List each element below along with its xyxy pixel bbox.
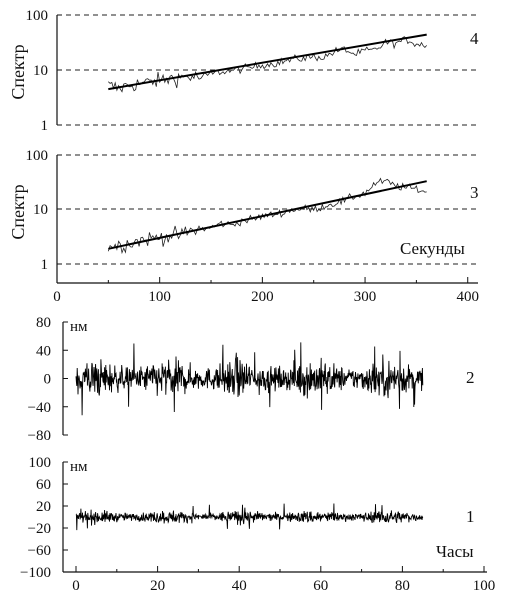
x-tick-group: 0 20 40 60 80 100 xyxy=(72,566,495,594)
xtick-label: 100 xyxy=(473,578,496,594)
ytick-label: 80 xyxy=(36,315,51,331)
xtick-label: 80 xyxy=(395,578,410,594)
xtick-label: 300 xyxy=(354,289,377,305)
panel-label: 3 xyxy=(470,183,479,202)
y-tick-group: 80 40 0 −40 −80 xyxy=(28,315,68,444)
xtick-label: 400 xyxy=(456,289,479,305)
xtick-label: 60 xyxy=(313,578,328,594)
xtick-label: 20 xyxy=(150,578,165,594)
series-line-noise xyxy=(75,503,424,531)
xtick-label: 40 xyxy=(232,578,247,594)
ytick-label: −80 xyxy=(28,428,51,444)
series-line-fit xyxy=(108,180,427,250)
ytick-label: 100 xyxy=(26,148,49,164)
ytick-label: 10 xyxy=(33,202,48,218)
xtick-label: 100 xyxy=(148,289,171,305)
panel-2: 80 40 0 −40 −80 нм 2 xyxy=(28,315,475,444)
unit-label: нм xyxy=(70,459,88,475)
ytick-label: −40 xyxy=(28,400,51,416)
series-line-noisy xyxy=(108,36,427,93)
panel-label: 1 xyxy=(466,507,475,526)
series-line-fit xyxy=(108,33,427,91)
series-group xyxy=(75,503,424,531)
ytick-label: 10 xyxy=(33,63,48,79)
ytick-label: 1 xyxy=(41,257,49,273)
ytick-label: −20 xyxy=(28,521,51,537)
panel-3: 100 10 1 Спектр 3 Секунды 0 100 200 300 400 xyxy=(8,148,479,305)
panel-label: 2 xyxy=(466,368,475,387)
ytick-label: 0 xyxy=(44,372,52,388)
series-group xyxy=(107,177,427,255)
ytick-label: 100 xyxy=(29,455,52,471)
series-group xyxy=(75,342,424,416)
xtick-label: 200 xyxy=(251,289,274,305)
y-axis-label: Спектр xyxy=(8,44,28,99)
ytick-label: 1 xyxy=(41,118,49,134)
ytick-label: 20 xyxy=(36,499,51,515)
unit-label: нм xyxy=(70,319,88,335)
xtick-label: 0 xyxy=(53,289,61,305)
x-axis-label: Часы xyxy=(436,542,474,561)
xtick-label: 0 xyxy=(72,578,80,594)
ytick-label: −100 xyxy=(20,565,51,581)
y-axis-label: Спектр xyxy=(8,184,28,239)
panel-1: 100 60 20 −20 −60 −100 нм 1 Часы 0 20 40 60 80 100 xyxy=(20,455,495,594)
y-tick-group: 100 60 20 −20 −60 −100 xyxy=(20,455,68,581)
series-line-noise xyxy=(75,342,424,416)
series-group xyxy=(108,33,427,93)
panel-label: 4 xyxy=(470,29,479,48)
x-axis-label: Секунды xyxy=(400,239,465,258)
x-tick-group: 0 100 200 300 400 xyxy=(53,277,479,305)
series-line-noisy xyxy=(107,177,427,255)
ytick-label: 100 xyxy=(26,8,49,24)
ytick-label: 60 xyxy=(36,477,51,493)
panel-4: 100 10 1 Спектр 4 xyxy=(8,8,479,134)
ytick-label: 40 xyxy=(36,343,51,359)
ytick-label: −60 xyxy=(28,543,51,559)
